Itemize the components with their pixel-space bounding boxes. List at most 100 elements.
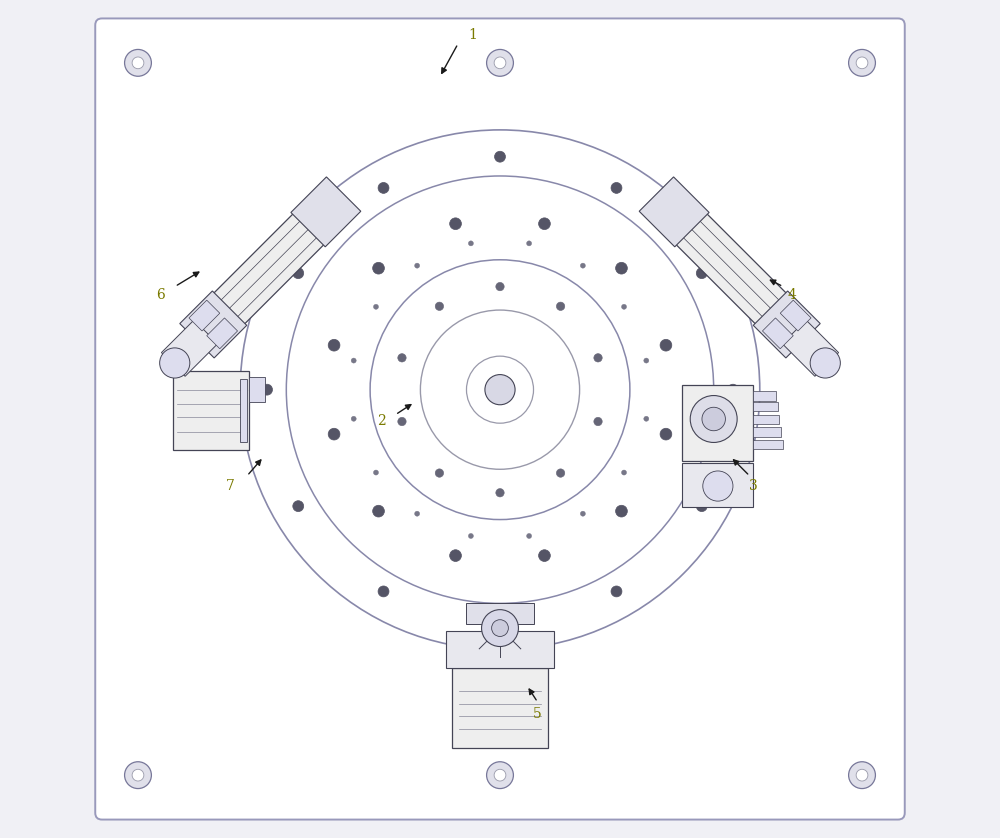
Bar: [753, 440, 783, 449]
Circle shape: [496, 282, 504, 291]
Circle shape: [660, 428, 672, 440]
Circle shape: [580, 263, 585, 268]
Circle shape: [293, 267, 304, 278]
Circle shape: [435, 302, 444, 310]
Text: 5: 5: [533, 707, 542, 721]
Circle shape: [594, 417, 602, 426]
Polygon shape: [180, 291, 247, 358]
FancyBboxPatch shape: [95, 18, 905, 820]
Text: 4: 4: [787, 288, 796, 302]
Circle shape: [702, 407, 725, 431]
Circle shape: [611, 183, 622, 194]
Circle shape: [487, 49, 513, 76]
Circle shape: [539, 550, 550, 561]
Text: 7: 7: [226, 479, 235, 493]
Bar: [753, 391, 776, 401]
Polygon shape: [782, 320, 839, 376]
Circle shape: [496, 489, 504, 497]
Circle shape: [398, 417, 406, 426]
Circle shape: [660, 339, 672, 351]
Circle shape: [696, 267, 707, 278]
Polygon shape: [639, 177, 709, 247]
Circle shape: [435, 469, 444, 478]
Polygon shape: [189, 300, 220, 331]
Circle shape: [378, 183, 389, 194]
Circle shape: [494, 769, 506, 781]
Circle shape: [556, 469, 565, 478]
Text: 3: 3: [749, 479, 757, 493]
Text: 2: 2: [377, 414, 385, 427]
Circle shape: [622, 304, 627, 309]
Circle shape: [468, 534, 473, 539]
Circle shape: [728, 384, 738, 396]
Circle shape: [415, 511, 420, 516]
Circle shape: [415, 263, 420, 268]
Circle shape: [690, 396, 737, 442]
Circle shape: [132, 57, 144, 69]
Bar: [452, 669, 548, 747]
Circle shape: [262, 384, 272, 396]
Polygon shape: [161, 320, 218, 376]
Circle shape: [622, 470, 627, 475]
Bar: [753, 402, 778, 411]
Circle shape: [482, 610, 518, 647]
Polygon shape: [207, 318, 238, 349]
Bar: [682, 385, 753, 461]
Polygon shape: [466, 603, 534, 624]
Circle shape: [527, 534, 532, 539]
Bar: [173, 370, 249, 451]
Circle shape: [160, 348, 190, 378]
Bar: [753, 427, 781, 437]
Circle shape: [132, 769, 144, 781]
Polygon shape: [291, 177, 361, 247]
Polygon shape: [762, 318, 793, 349]
Circle shape: [485, 375, 515, 405]
Text: 6: 6: [156, 288, 165, 302]
Circle shape: [703, 471, 733, 501]
Polygon shape: [753, 291, 820, 358]
Bar: [240, 379, 247, 442]
Circle shape: [487, 762, 513, 789]
Bar: [753, 415, 779, 424]
Circle shape: [351, 358, 356, 363]
Circle shape: [125, 49, 151, 76]
Circle shape: [450, 550, 461, 561]
Circle shape: [328, 339, 340, 351]
Circle shape: [556, 302, 565, 310]
Circle shape: [125, 762, 151, 789]
Circle shape: [378, 586, 389, 597]
Bar: [249, 377, 265, 402]
Circle shape: [527, 241, 532, 246]
Circle shape: [580, 511, 585, 516]
Polygon shape: [644, 182, 817, 354]
Circle shape: [492, 620, 508, 637]
Circle shape: [539, 218, 550, 230]
Circle shape: [373, 505, 384, 517]
Polygon shape: [183, 182, 356, 354]
Circle shape: [373, 470, 378, 475]
Circle shape: [849, 762, 875, 789]
Circle shape: [856, 769, 868, 781]
Circle shape: [495, 617, 505, 628]
Circle shape: [856, 57, 868, 69]
Circle shape: [351, 416, 356, 422]
Circle shape: [594, 354, 602, 362]
Bar: [446, 630, 554, 669]
Text: 1: 1: [469, 28, 478, 42]
Polygon shape: [780, 300, 811, 331]
Circle shape: [450, 218, 461, 230]
Circle shape: [611, 586, 622, 597]
Circle shape: [494, 57, 506, 69]
Circle shape: [293, 500, 304, 511]
Circle shape: [373, 304, 378, 309]
Circle shape: [616, 262, 627, 274]
Circle shape: [849, 49, 875, 76]
Circle shape: [644, 358, 649, 363]
Circle shape: [495, 151, 505, 163]
Bar: [682, 463, 753, 507]
Circle shape: [616, 505, 627, 517]
Circle shape: [328, 428, 340, 440]
Circle shape: [810, 348, 840, 378]
Circle shape: [644, 416, 649, 422]
Circle shape: [373, 262, 384, 274]
